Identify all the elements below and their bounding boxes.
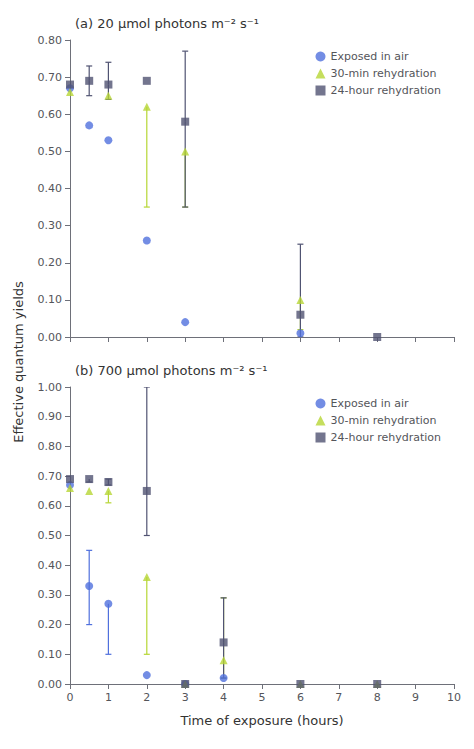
svg-text:7: 7 [335,691,342,704]
svg-text:0.20: 0.20 [38,618,63,631]
svg-text:4: 4 [220,691,227,704]
svg-text:0.70: 0.70 [38,71,63,84]
svg-text:3: 3 [182,691,189,704]
svg-text:Exposed in air: Exposed in air [330,397,408,410]
svg-text:10: 10 [447,691,461,704]
svg-text:0.50: 0.50 [38,529,63,542]
svg-text:30-min rehydration: 30-min rehydration [330,67,436,80]
svg-text:0.90: 0.90 [38,410,63,423]
svg-text:0: 0 [67,691,74,704]
svg-text:Time of exposure (hours): Time of exposure (hours) [179,713,343,728]
svg-text:0.60: 0.60 [38,108,63,121]
svg-text:1: 1 [105,691,112,704]
svg-text:0.40: 0.40 [38,182,63,195]
svg-text:Effective quantum yields: Effective quantum yields [11,281,26,443]
svg-text:0.00: 0.00 [38,678,63,691]
svg-text:(a) 20 μmol photons m⁻² s⁻¹: (a) 20 μmol photons m⁻² s⁻¹ [75,16,259,31]
svg-text:0.80: 0.80 [38,440,63,453]
svg-text:2: 2 [143,691,150,704]
svg-text:8: 8 [374,691,381,704]
svg-text:5: 5 [259,691,266,704]
svg-text:9: 9 [412,691,419,704]
svg-text:24-hour rehydration: 24-hour rehydration [330,431,441,444]
svg-text:24-hour rehydration: 24-hour rehydration [330,84,441,97]
svg-text:0.70: 0.70 [38,470,63,483]
svg-text:0.30: 0.30 [38,219,63,232]
svg-text:0.00: 0.00 [38,331,63,344]
svg-text:0.60: 0.60 [38,499,63,512]
svg-text:0.80: 0.80 [38,34,63,47]
svg-text:6: 6 [297,691,304,704]
svg-text:Exposed in air: Exposed in air [330,50,408,63]
svg-text:0.10: 0.10 [38,648,63,661]
svg-text:1.00: 1.00 [38,381,63,394]
svg-text:(b) 700 μmol photons m⁻² s⁻¹: (b) 700 μmol photons m⁻² s⁻¹ [75,363,267,378]
svg-text:0.10: 0.10 [38,293,63,306]
svg-text:0.50: 0.50 [38,145,63,158]
svg-text:0.20: 0.20 [38,256,63,269]
svg-text:0.40: 0.40 [38,559,63,572]
svg-text:0.30: 0.30 [38,588,63,601]
svg-text:30-min rehydration: 30-min rehydration [330,414,436,427]
